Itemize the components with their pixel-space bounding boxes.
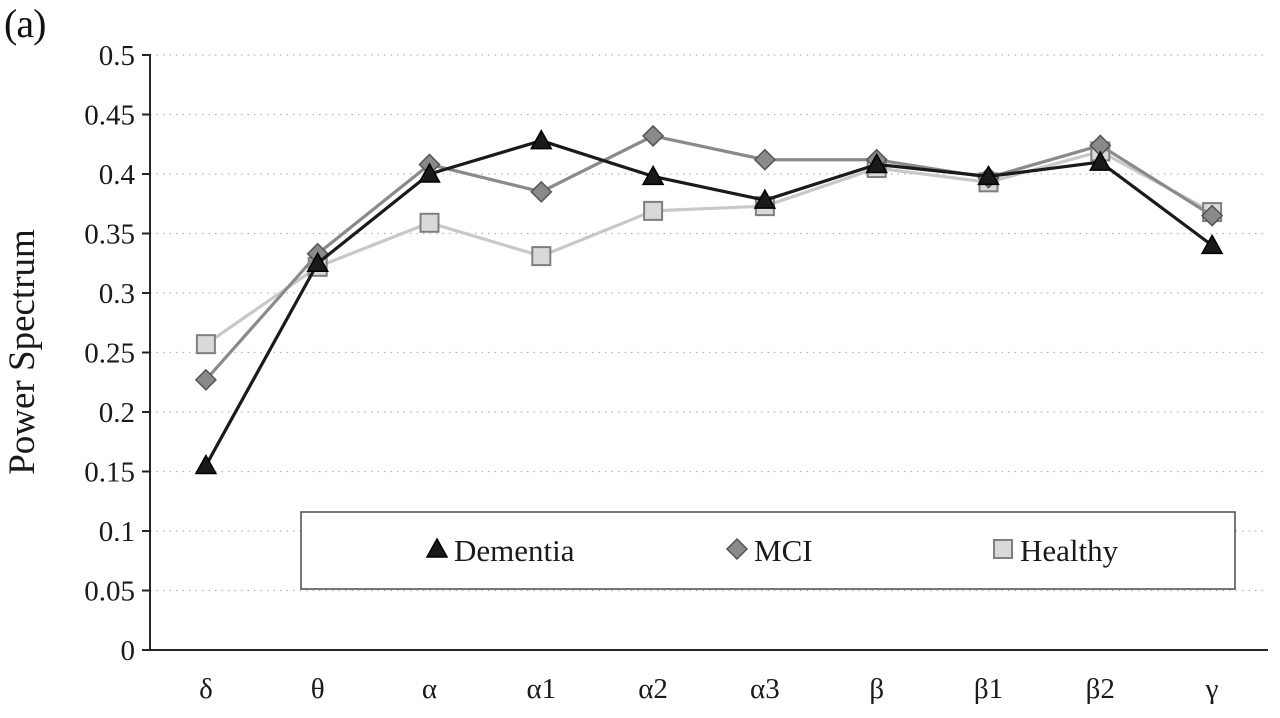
- legend-item-mci: MCI: [725, 533, 813, 568]
- series-line-dementia: [204, 139, 1214, 467]
- data-point-dementia: [753, 188, 777, 209]
- data-point-dementia: [1089, 150, 1112, 171]
- series-mci: [194, 124, 1224, 391]
- legend-marker-dementia: [425, 537, 449, 558]
- data-point-healthy: [195, 334, 216, 355]
- series-line-healthy: [204, 149, 1213, 346]
- y-axis-title: Power Spectrum: [2, 229, 43, 475]
- y-tick-label: 0.1: [99, 516, 135, 548]
- legend-label-dementia: Dementia: [454, 533, 575, 568]
- data-point-mci: [753, 148, 776, 171]
- data-point-dementia: [865, 152, 888, 174]
- data-point-dementia: [977, 164, 1000, 186]
- data-point-dementia: [306, 251, 329, 272]
- data-point-healthy: [531, 246, 552, 267]
- data-point-dementia: [1200, 233, 1224, 255]
- x-tick-label: β1: [974, 673, 1003, 705]
- legend-marker-healthy: [993, 539, 1013, 559]
- y-tick-label: 0: [121, 635, 136, 667]
- data-point-mci: [530, 180, 553, 203]
- data-point-healthy: [643, 200, 664, 221]
- x-tick-label: β: [869, 673, 884, 705]
- y-tick-label: 0.3: [99, 278, 135, 310]
- x-tick-label: γ: [1205, 673, 1219, 705]
- x-tick-label: α3: [750, 673, 780, 705]
- y-tick-label: 0.35: [84, 219, 135, 251]
- series-line-mci: [204, 134, 1213, 381]
- y-tick-label: 0.4: [99, 159, 136, 191]
- legend-item-dementia: Dementia: [425, 533, 575, 568]
- y-tick-label: 0.5: [99, 40, 135, 72]
- panel-label: (a): [4, 1, 46, 46]
- x-tick-label: α: [422, 673, 437, 705]
- legend-label-mci: MCI: [754, 533, 813, 568]
- data-point-dementia: [530, 129, 553, 150]
- legend-box: [300, 511, 1236, 590]
- x-tick-label: α2: [638, 673, 668, 705]
- x-tick-label: δ: [199, 673, 213, 705]
- y-tick-label: 0.25: [84, 338, 135, 370]
- data-point-dementia: [418, 162, 441, 183]
- data-point-dementia: [194, 454, 218, 475]
- data-point-mci: [642, 124, 665, 147]
- y-tick-label: 0.45: [84, 100, 135, 132]
- y-tick-label: 0.15: [84, 457, 135, 489]
- legend-item-healthy: Healthy: [993, 533, 1119, 568]
- y-tick-label: 0.05: [84, 576, 135, 608]
- x-tick-label: α1: [526, 673, 556, 705]
- y-tick-label: 0.2: [99, 397, 135, 429]
- x-tick-label: β2: [1086, 673, 1115, 705]
- data-point-dementia: [641, 164, 665, 186]
- legend-label-healthy: Healthy: [1020, 533, 1119, 568]
- legend: Dementia MCI Healthy: [300, 511, 1236, 590]
- legend-marker-mci: [725, 537, 749, 561]
- data-point-mci: [1201, 204, 1224, 227]
- data-point-healthy: [419, 212, 440, 233]
- x-tick-label: θ: [311, 673, 325, 705]
- series-dementia: [194, 129, 1224, 475]
- data-point-mci: [194, 368, 217, 391]
